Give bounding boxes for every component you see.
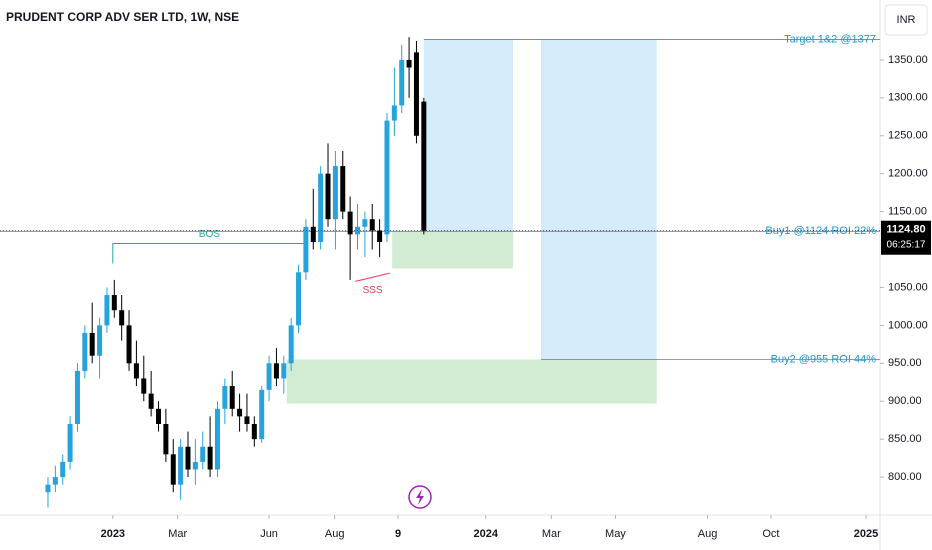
x-tick-label: Mar [168, 528, 187, 540]
y-tick-label: 850.00 [888, 433, 922, 445]
bos-line [112, 242, 306, 264]
last-price-label: 1124.80 [886, 224, 925, 236]
level-label: Buy1 @1124 ROI 22% [765, 225, 876, 237]
candle-body [332, 166, 338, 220]
candle-body [347, 211, 353, 235]
candle-body [74, 370, 80, 424]
candle-body [421, 101, 427, 231]
currency[interactable]: INR [897, 14, 916, 26]
candle-body [413, 52, 419, 136]
y-tick-label: 1050.00 [888, 281, 928, 293]
x-tick-label: Aug [325, 528, 345, 540]
candle-body [104, 295, 110, 326]
candle-body [207, 446, 213, 470]
level-label: Target 1&2 @1377 [784, 33, 876, 45]
zone [423, 39, 513, 231]
x-tick-label: May [605, 528, 626, 540]
candle-body [273, 363, 279, 379]
candle-body [185, 446, 191, 470]
candle-body [303, 226, 309, 273]
x-tick-label: 2023 [101, 528, 125, 540]
currency-box[interactable] [884, 4, 928, 36]
event-bolt [416, 489, 424, 505]
y-tick-label: 900.00 [888, 395, 922, 407]
candle-body [148, 393, 154, 409]
candle-body [325, 173, 331, 220]
candle-body [340, 166, 346, 212]
candle-body [318, 173, 324, 242]
x-tick-label: Jun [260, 528, 278, 540]
candle-body [133, 363, 139, 379]
candle-body [229, 386, 235, 409]
zone [286, 359, 657, 404]
x-tick-label: Oct [762, 528, 779, 540]
sss-label: SSS [363, 285, 383, 296]
candle-body [281, 363, 287, 379]
candle-body [97, 325, 103, 356]
x-tick-label: 2025 [854, 528, 878, 540]
candle-body [119, 310, 125, 326]
zone [540, 39, 657, 360]
countdown: 06:25:17 [887, 239, 926, 250]
candle-body [237, 408, 243, 417]
candle-body [200, 446, 206, 462]
candle-body [192, 461, 198, 470]
candle-body [156, 408, 162, 424]
x-tick-label: 2024 [473, 528, 498, 540]
y-tick-label: 1000.00 [888, 319, 928, 331]
bos-label: BOS [199, 229, 220, 240]
candle-body [163, 423, 169, 455]
candle-body [170, 454, 176, 485]
candle-body [67, 423, 73, 462]
y-tick-label: 800.00 [888, 471, 922, 483]
x-tick-label: Aug [698, 528, 718, 540]
candle-body [377, 230, 383, 242]
candle-body [60, 461, 66, 478]
candle-body [384, 120, 390, 235]
y-tick-label: 1300.00 [888, 92, 928, 104]
last-price-tag [881, 220, 931, 255]
candle-body [89, 332, 95, 356]
candle-body [52, 477, 58, 485]
zone [392, 231, 513, 269]
candle-body [214, 408, 220, 470]
candle-body [399, 59, 405, 106]
y-tick-label: 1350.00 [888, 54, 928, 66]
candle-body [82, 332, 88, 371]
y-tick-label: 1200.00 [888, 168, 928, 180]
y-tick-label: 1250.00 [888, 130, 928, 142]
candle-body [45, 484, 51, 493]
candle-body [288, 325, 294, 364]
candle-body [222, 386, 228, 409]
y-tick-label: 1150.00 [888, 206, 927, 218]
y-tick-label: 950.00 [888, 357, 922, 369]
candle-body [126, 325, 132, 364]
candle-body [406, 59, 412, 68]
candle-body [266, 363, 272, 390]
level-label: Buy2 @955 ROI 44% [771, 353, 877, 365]
candle-body [178, 446, 184, 485]
x-tick-label: 9 [395, 528, 401, 540]
candle-body [244, 416, 250, 424]
candle-body [310, 226, 316, 242]
candle-body [391, 105, 397, 121]
candle-body [259, 389, 265, 440]
candle-body [141, 378, 147, 394]
candle-body [251, 423, 257, 440]
candle-body [369, 219, 375, 231]
candle-body [296, 272, 302, 326]
sss-line [355, 272, 391, 282]
candle-body [362, 219, 368, 227]
chart-title: PRUDENT CORP ADV SER LTD, 1W, NSE [6, 10, 239, 24]
x-tick-label: Mar [542, 528, 561, 540]
candle-body [111, 295, 117, 311]
